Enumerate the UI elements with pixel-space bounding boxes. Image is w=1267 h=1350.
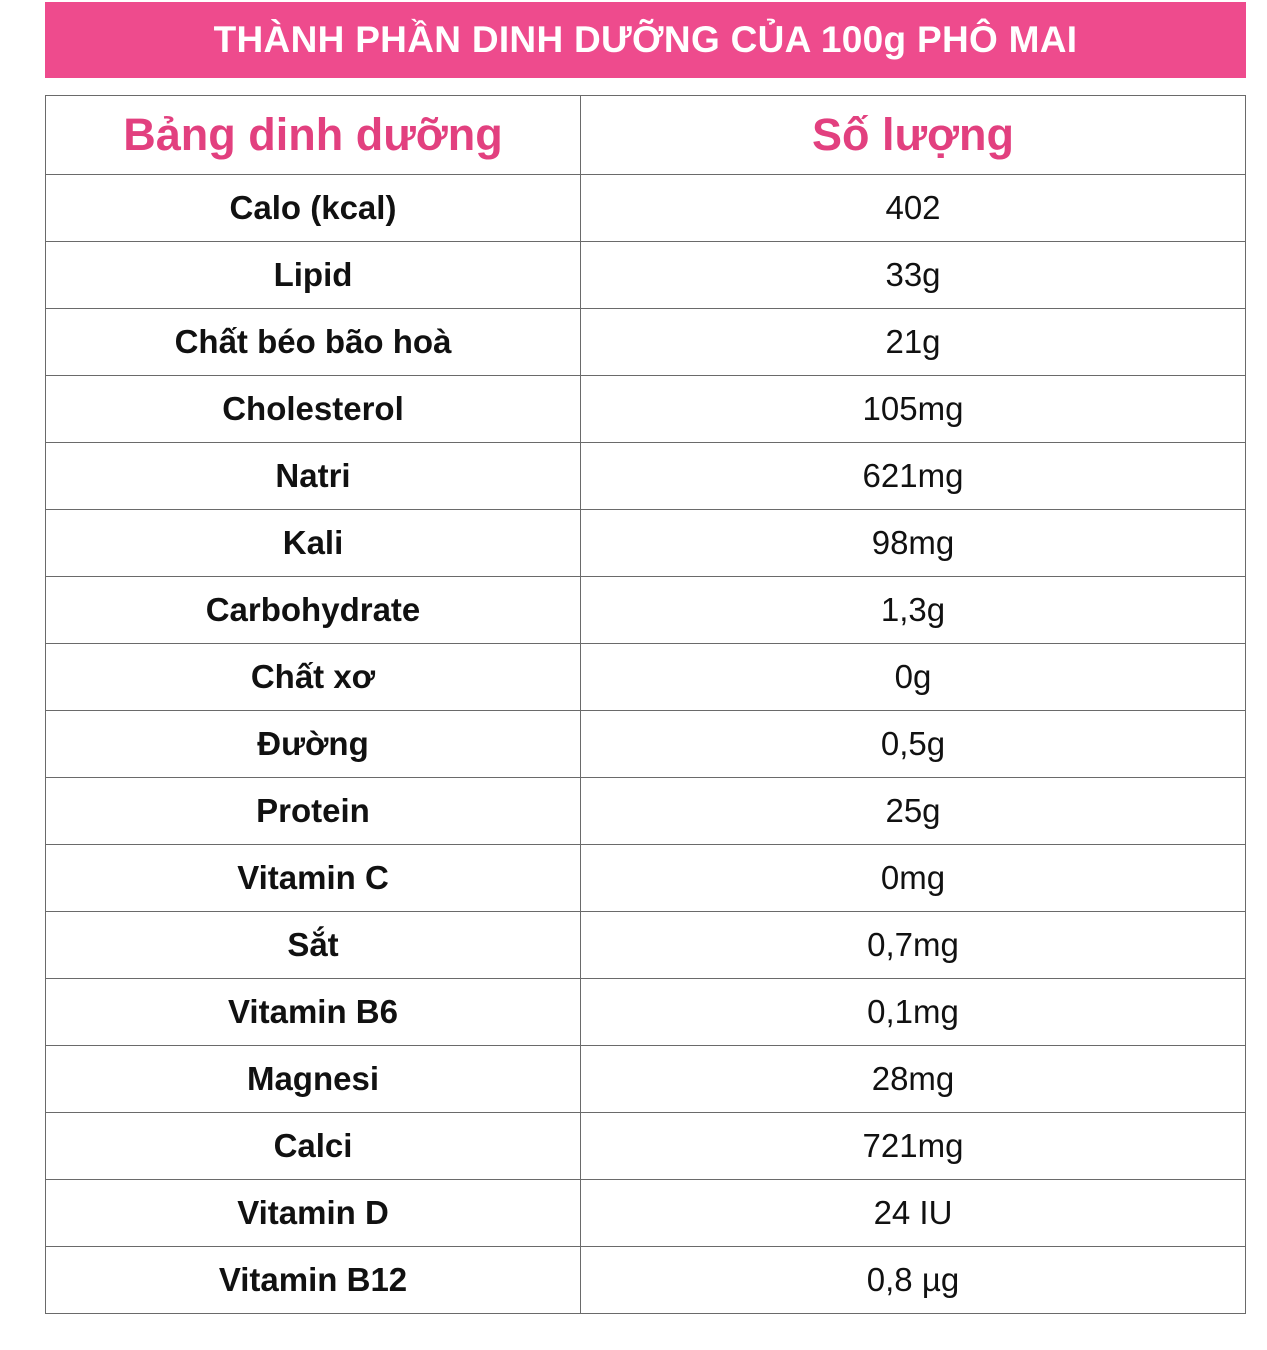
- table-row: Carbohydrate 1,3g: [45, 576, 1246, 644]
- table-row: Natri 621mg: [45, 442, 1246, 510]
- nutrient-amount: 721mg: [580, 1112, 1246, 1180]
- table-row: Magnesi 28mg: [45, 1045, 1246, 1113]
- nutrient-name: Chất xơ: [45, 643, 581, 711]
- nutrient-name: Chất béo bão hoà: [45, 308, 581, 376]
- table-row: Lipid 33g: [45, 241, 1246, 309]
- column-header: Bảng dinh dưỡng: [45, 95, 581, 175]
- table-row: Calo (kcal) 402: [45, 174, 1246, 242]
- nutrient-name: Magnesi: [45, 1045, 581, 1113]
- table-row: Vitamin C 0mg: [45, 844, 1246, 912]
- nutrition-table: Bảng dinh dưỡng Số lượng Calo (kcal) 402 L…: [45, 95, 1246, 1314]
- nutrient-amount: 21g: [580, 308, 1246, 376]
- column-header: Số lượng: [580, 95, 1246, 175]
- nutrient-name: Calo (kcal): [45, 174, 581, 242]
- nutrient-amount: 0,8 µg: [580, 1246, 1246, 1314]
- nutrient-amount: 33g: [580, 241, 1246, 309]
- nutrient-amount: 0,1mg: [580, 978, 1246, 1046]
- table-row: Sắt 0,7mg: [45, 911, 1246, 979]
- nutrient-name: Vitamin D: [45, 1179, 581, 1247]
- table-row: Chất béo bão hoà 21g: [45, 308, 1246, 376]
- nutrient-name: Protein: [45, 777, 581, 845]
- nutrient-name: Natri: [45, 442, 581, 510]
- table-row: Vitamin D 24 IU: [45, 1179, 1246, 1247]
- table-row: Cholesterol 105mg: [45, 375, 1246, 443]
- nutrient-amount: 98mg: [580, 509, 1246, 577]
- nutrient-name: Sắt: [45, 911, 581, 979]
- nutrient-amount: 24 IU: [580, 1179, 1246, 1247]
- nutrient-amount: 0,7mg: [580, 911, 1246, 979]
- nutrient-name: Cholesterol: [45, 375, 581, 443]
- nutrient-amount: 0,5g: [580, 710, 1246, 778]
- nutrient-amount: 25g: [580, 777, 1246, 845]
- table-row: Protein 25g: [45, 777, 1246, 845]
- table-row: Vitamin B12 0,8 µg: [45, 1246, 1246, 1314]
- nutrient-name: Vitamin C: [45, 844, 581, 912]
- nutrient-name: Vitamin B12: [45, 1246, 581, 1314]
- nutrient-amount: 1,3g: [580, 576, 1246, 644]
- nutrient-amount: 28mg: [580, 1045, 1246, 1113]
- header-row: Bảng dinh dưỡng Số lượng: [45, 95, 1246, 175]
- nutrient-name: Đường: [45, 710, 581, 778]
- nutrient-name: Lipid: [45, 241, 581, 309]
- table-row: Đường 0,5g: [45, 710, 1246, 778]
- nutrient-amount: 402: [580, 174, 1246, 242]
- nutrient-amount: 0g: [580, 643, 1246, 711]
- nutrient-name: Calci: [45, 1112, 581, 1180]
- table-row: Chất xơ 0g: [45, 643, 1246, 711]
- nutrient-amount: 0mg: [580, 844, 1246, 912]
- nutrient-amount: 105mg: [580, 375, 1246, 443]
- table-row: Calci 721mg: [45, 1112, 1246, 1180]
- nutrient-amount: 621mg: [580, 442, 1246, 510]
- title-banner: THÀNH PHẦN DINH DƯỠNG CỦA 100g PHÔ MAI: [45, 2, 1246, 78]
- table-row: Vitamin B6 0,1mg: [45, 978, 1246, 1046]
- nutrient-name: Vitamin B6: [45, 978, 581, 1046]
- nutrient-name: Kali: [45, 509, 581, 577]
- table-row: Kali 98mg: [45, 509, 1246, 577]
- nutrient-name: Carbohydrate: [45, 576, 581, 644]
